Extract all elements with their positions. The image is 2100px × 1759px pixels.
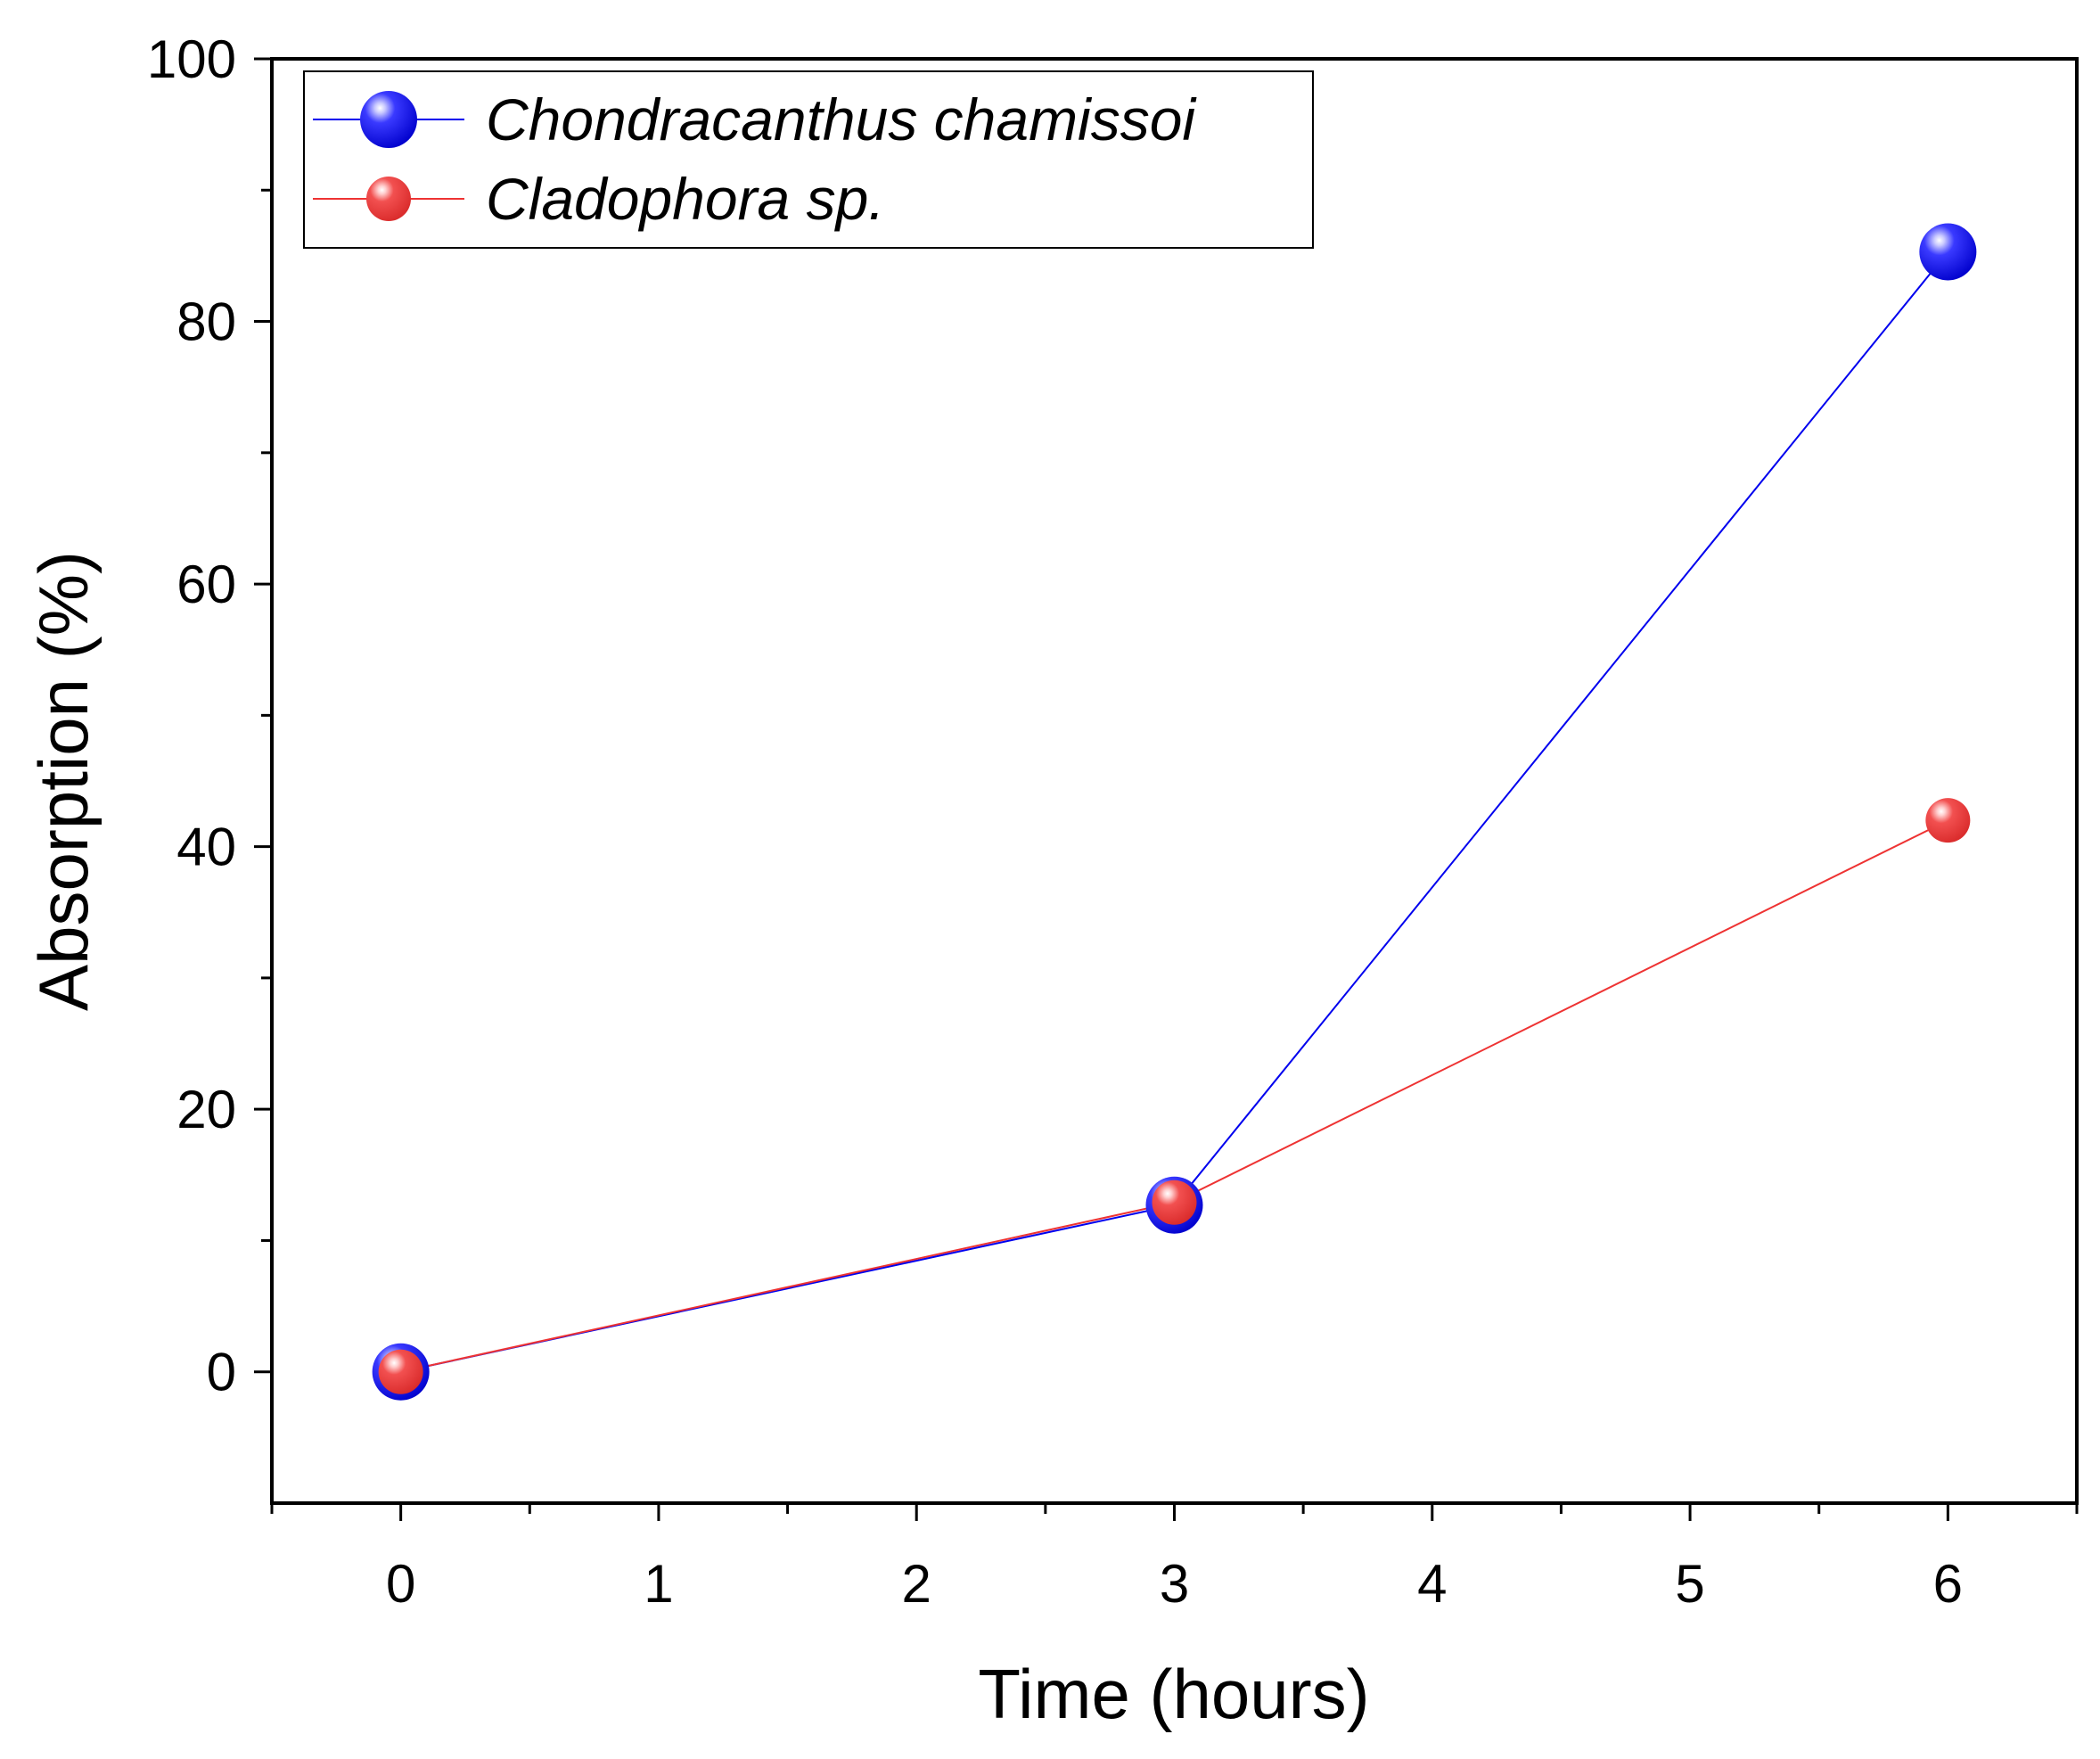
chart-svg: 0 1 2 3 4 5 6 0 20 40 60 80 100 Time (hours) Absorp… bbox=[0, 0, 2100, 1755]
y-tick-label: 0 bbox=[207, 1343, 236, 1402]
x-tick-label: 5 bbox=[1675, 1554, 1704, 1614]
series-layer bbox=[373, 223, 1977, 1400]
y-tick-label: 20 bbox=[176, 1080, 236, 1139]
x-tick-label: 4 bbox=[1417, 1554, 1447, 1614]
legend-label-cladophora: Cladophora sp. bbox=[486, 166, 885, 232]
x-tick-label: 2 bbox=[902, 1554, 931, 1614]
x-axis: 0 1 2 3 4 5 6 bbox=[272, 1503, 2077, 1614]
legend: Chondracanthus chamissoi Cladophora sp. bbox=[304, 71, 1313, 248]
x-tick-label: 6 bbox=[1933, 1554, 1963, 1614]
y-tick-label: 60 bbox=[176, 555, 236, 614]
x-tick-label: 3 bbox=[1160, 1554, 1189, 1614]
legend-label-chondracanthus: Chondracanthus chamissoi bbox=[486, 86, 1197, 152]
y-tick-label: 100 bbox=[147, 29, 236, 89]
x-tick-label: 1 bbox=[644, 1554, 673, 1614]
x-axis-title: Time (hours) bbox=[978, 1655, 1369, 1733]
data-point-cladophora bbox=[1925, 798, 1970, 843]
y-tick-label: 80 bbox=[176, 292, 236, 352]
data-point-chondracanthus bbox=[1919, 223, 1976, 280]
x-tick-label: 0 bbox=[386, 1554, 415, 1614]
plot-frame bbox=[272, 59, 2077, 1503]
legend-marker-cladophora bbox=[366, 177, 411, 221]
data-point-cladophora bbox=[1153, 1180, 1197, 1225]
data-point-cladophora bbox=[379, 1350, 423, 1394]
chart: 0 1 2 3 4 5 6 0 20 40 60 80 100 Time (hours) Absorp… bbox=[0, 0, 2100, 1755]
y-tick-label: 40 bbox=[176, 818, 236, 877]
y-axis: 0 20 40 60 80 100 bbox=[147, 29, 272, 1402]
series-line-cladophora bbox=[401, 820, 1948, 1372]
legend-marker-chondracanthus bbox=[360, 91, 417, 148]
y-axis-title: Absorption (%) bbox=[24, 551, 103, 1011]
